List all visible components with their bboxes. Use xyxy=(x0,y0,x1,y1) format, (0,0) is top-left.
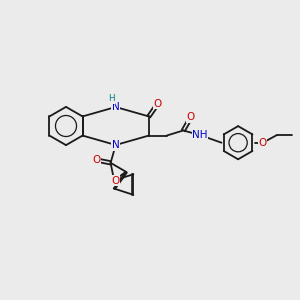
Text: O: O xyxy=(111,176,119,186)
Text: N: N xyxy=(112,102,120,112)
Text: O: O xyxy=(187,112,195,122)
Text: N: N xyxy=(112,140,120,150)
Text: O: O xyxy=(259,138,267,148)
Text: NH: NH xyxy=(192,130,208,140)
Text: H: H xyxy=(108,94,115,103)
Text: O: O xyxy=(154,99,162,109)
Text: O: O xyxy=(92,155,100,165)
